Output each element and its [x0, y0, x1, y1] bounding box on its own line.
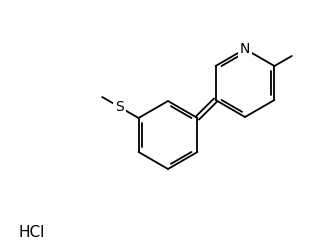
Text: S: S: [115, 100, 124, 114]
Text: HCl: HCl: [18, 225, 44, 240]
Text: N: N: [240, 42, 250, 56]
